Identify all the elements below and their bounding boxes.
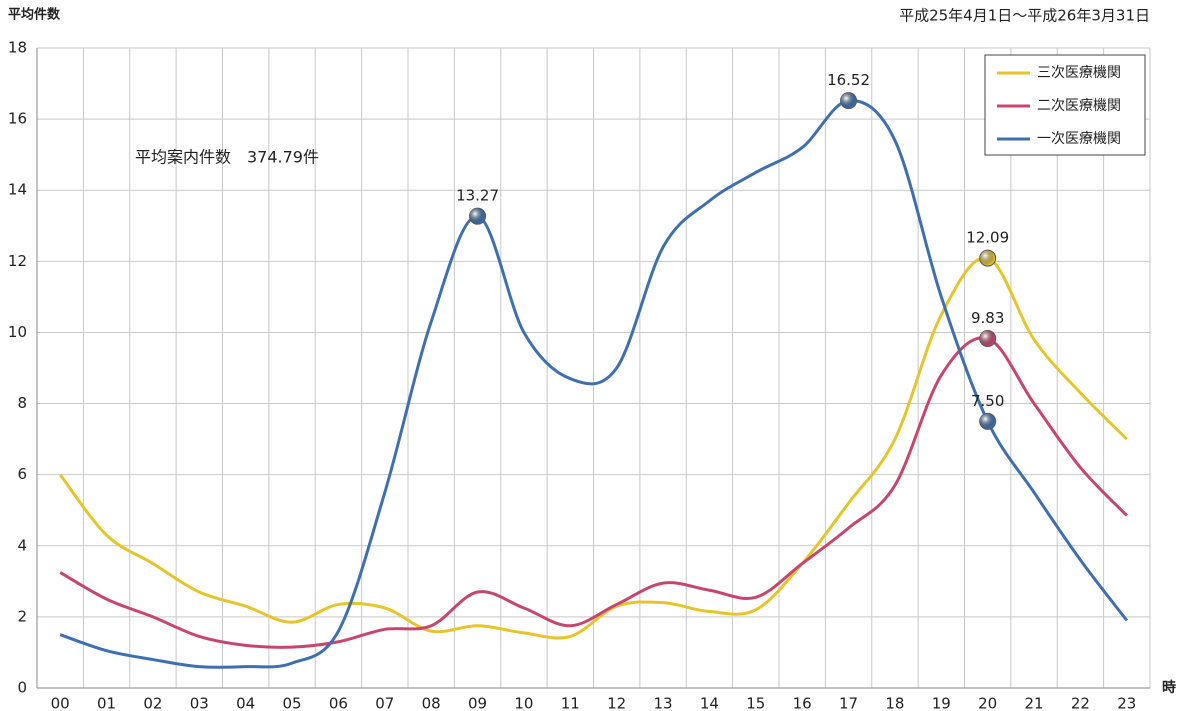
x-tick-label: 02	[143, 695, 162, 711]
series-line	[58, 256, 1128, 640]
subtitle: 平成25年4月1日～平成26年3月31日	[899, 7, 1150, 25]
y-tick-label: 12	[8, 252, 27, 270]
x-tick-label: 17	[839, 695, 858, 711]
legend-label: 一次医療機関	[1037, 130, 1121, 147]
series-line	[59, 99, 1128, 669]
x-axis-title: 時	[1162, 679, 1176, 696]
x-tick-label: 20	[978, 695, 997, 711]
y-axis-title: 平均件数	[8, 7, 61, 23]
point-shine	[979, 250, 996, 267]
y-tick-label: 4	[17, 536, 27, 554]
series-line	[59, 336, 1128, 649]
x-tick-label: 00	[51, 695, 70, 711]
x-tick-label: 06	[329, 695, 348, 711]
x-tick-label: 13	[654, 695, 673, 711]
x-tick-label: 18	[885, 695, 904, 711]
x-tick-label: 07	[375, 695, 394, 711]
x-tick-label: 15	[746, 695, 765, 711]
x-tick-label: 04	[236, 695, 255, 711]
data-label: 16.52	[827, 71, 870, 89]
y-tick-label: 8	[17, 394, 27, 412]
x-tick-label: 03	[190, 695, 209, 711]
y-tick-label: 2	[17, 607, 27, 625]
legend-label: 三次医療機関	[1037, 64, 1121, 81]
x-tick-label: 23	[1117, 695, 1136, 711]
x-tick-label: 19	[932, 695, 951, 711]
y-tick-label: 16	[8, 110, 27, 128]
point-shine	[469, 208, 486, 225]
x-tick-label: 14	[700, 695, 719, 711]
x-tick-label: 10	[514, 695, 533, 711]
x-tick-label: 05	[283, 695, 302, 711]
y-tick-label: 14	[8, 181, 27, 199]
x-tick-label: 01	[97, 695, 116, 711]
data-label: 7.50	[971, 392, 1004, 410]
data-label: 12.09	[966, 229, 1009, 247]
point-shine	[979, 413, 996, 430]
y-tick-label: 6	[17, 465, 27, 483]
y-tick-label: 18	[8, 39, 27, 57]
point-shine	[979, 330, 996, 347]
x-tick-label: 21	[1025, 695, 1044, 711]
legend-label: 二次医療機関	[1037, 97, 1121, 114]
annotation: 平均案内件数 374.79件	[135, 148, 319, 167]
x-tick-label: 22	[1071, 695, 1090, 711]
x-tick-label: 08	[422, 695, 441, 711]
y-tick-label: 10	[8, 323, 27, 341]
x-tick-label: 16	[793, 695, 812, 711]
x-tick-label: 11	[561, 695, 580, 711]
data-label: 13.27	[456, 187, 499, 205]
data-label: 9.83	[971, 309, 1004, 327]
x-tick-label: 09	[468, 695, 487, 711]
y-tick-label: 0	[17, 679, 27, 697]
point-shine	[840, 92, 857, 109]
x-tick-label: 12	[607, 695, 626, 711]
